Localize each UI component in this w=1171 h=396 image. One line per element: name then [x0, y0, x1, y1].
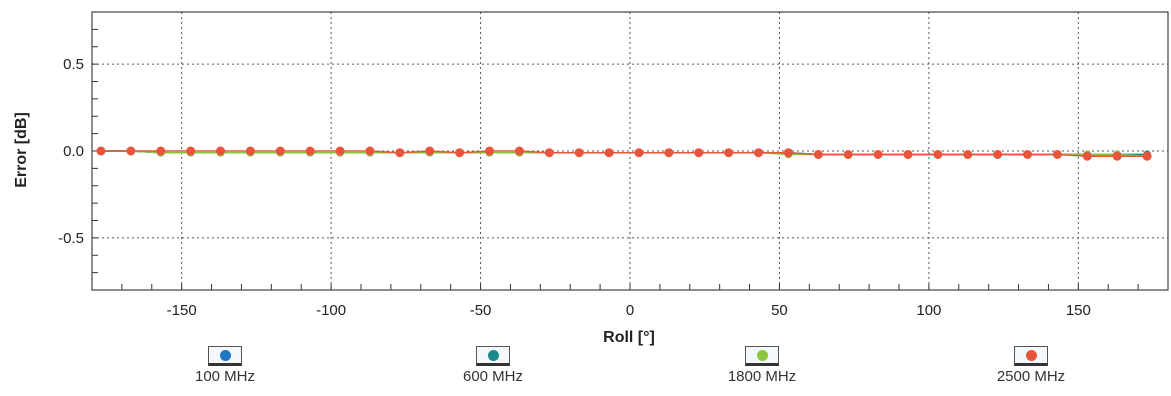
x-tick-label: 100	[916, 302, 941, 319]
legend-marker-icon	[220, 350, 231, 361]
data-point	[933, 149, 943, 159]
legend-label: 2500 MHz	[996, 368, 1066, 385]
legend: 100 MHz 600 MHz 1800 MHz 2500 MHz	[0, 346, 1171, 394]
data-point	[993, 149, 1003, 159]
data-point	[305, 146, 315, 156]
legend-swatch	[476, 346, 510, 366]
legend-marker-icon	[1026, 350, 1037, 361]
x-tick-label: 150	[1066, 302, 1091, 319]
grid	[92, 12, 1168, 290]
data-point	[96, 146, 106, 156]
data-point	[275, 146, 285, 156]
data-point	[754, 148, 764, 158]
data-point	[604, 148, 614, 158]
data-point	[485, 146, 495, 156]
data-point	[574, 148, 584, 158]
x-tick-label: -100	[316, 302, 346, 319]
x-tick-label: -150	[167, 302, 197, 319]
x-tick-label: 50	[771, 302, 788, 319]
legend-marker-icon	[488, 350, 499, 361]
data-point	[664, 148, 674, 158]
legend-marker-icon	[757, 350, 768, 361]
legend-item-2500mhz[interactable]: 2500 MHz	[976, 346, 1086, 385]
data-point	[634, 148, 644, 158]
data-point	[1112, 151, 1122, 161]
minor-ticks	[92, 28, 1139, 290]
legend-swatch	[1014, 346, 1048, 366]
plot-frame	[91, 11, 1169, 291]
legend-swatch	[745, 346, 779, 366]
y-tick-label: 0.0	[63, 143, 84, 160]
legend-item-100mhz[interactable]: 100 MHz	[170, 346, 280, 385]
data-point	[126, 146, 136, 156]
legend-item-600mhz[interactable]: 600 MHz	[438, 346, 548, 385]
x-axis-title: Roll [°]	[603, 329, 655, 346]
data-point	[1052, 149, 1062, 159]
series-layer	[96, 146, 1152, 161]
data-point	[903, 149, 913, 159]
data-point	[813, 149, 823, 159]
data-point	[245, 146, 255, 156]
legend-item-1800mhz[interactable]: 1800 MHz	[707, 346, 817, 385]
x-tick-label: 0	[626, 302, 634, 319]
data-point	[963, 149, 973, 159]
data-point	[156, 146, 166, 156]
data-point	[365, 146, 375, 156]
data-point	[1082, 151, 1092, 161]
data-point	[335, 146, 345, 156]
legend-swatch	[208, 346, 242, 366]
series-line	[101, 150, 1148, 157]
data-point	[1023, 149, 1033, 159]
data-point	[455, 148, 465, 158]
legend-label: 600 MHz	[462, 368, 524, 385]
x-tick-labels: -150 -100 -50 0 50 100 150	[167, 302, 1091, 319]
y-tick-label: 0.5	[63, 56, 84, 73]
series-1800-mhz	[97, 147, 1151, 161]
legend-label: 1800 MHz	[727, 368, 797, 385]
data-point	[1142, 151, 1152, 161]
chart: 0.5 0.0 -0.5 -150 -100 -50 0 50 100 150 Error [d…	[13, 11, 1169, 346]
data-point	[514, 146, 524, 156]
series-2500-mhz	[96, 146, 1152, 161]
y-tick-labels: 0.5 0.0 -0.5	[58, 56, 84, 247]
data-point	[783, 148, 793, 158]
data-point	[544, 148, 554, 158]
legend-label: 100 MHz	[194, 368, 256, 385]
y-axis-title: Error [dB]	[13, 112, 30, 188]
data-point	[186, 146, 196, 156]
data-point	[694, 148, 704, 158]
data-point	[216, 146, 226, 156]
data-point	[724, 148, 734, 158]
data-point	[425, 146, 435, 156]
series-line	[101, 150, 1148, 157]
data-point	[843, 149, 853, 159]
data-point	[395, 148, 405, 158]
data-point	[873, 149, 883, 159]
x-tick-label: -50	[470, 302, 492, 319]
y-tick-label: -0.5	[58, 230, 84, 247]
